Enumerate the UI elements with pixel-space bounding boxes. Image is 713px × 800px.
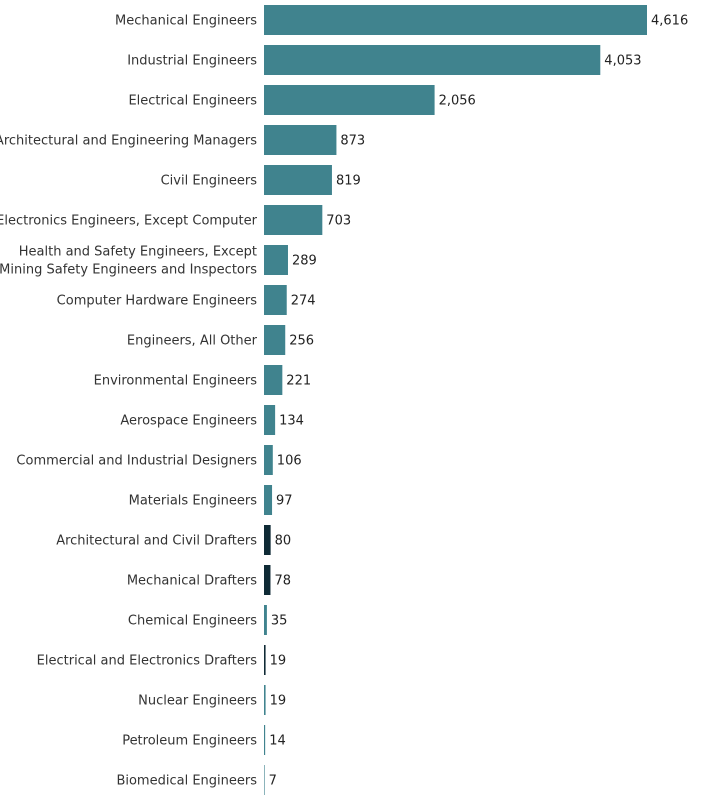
- category-label: Materials Engineers: [129, 494, 258, 509]
- value-labels: 4,616 4,053 2,056 873 819 703 289 274 256 221 134 1…: [269, 14, 689, 789]
- bar-1: [264, 45, 601, 75]
- value-label: 134: [279, 414, 304, 429]
- bar-16: [264, 645, 266, 675]
- bar-10: [264, 405, 276, 435]
- category-label: Mechanical Drafters: [127, 574, 257, 589]
- bar-19: [264, 765, 265, 795]
- value-label: 703: [326, 214, 351, 229]
- value-label: 256: [289, 334, 314, 349]
- category-label: Aerospace Engineers: [120, 414, 257, 429]
- bar-11: [264, 445, 273, 475]
- bar-8: [264, 325, 286, 355]
- value-label: 873: [340, 134, 365, 149]
- bar-12: [264, 485, 273, 515]
- value-label: 221: [286, 374, 311, 389]
- value-label: 14: [269, 734, 286, 749]
- value-label: 19: [270, 654, 287, 669]
- value-label: 97: [276, 494, 293, 509]
- category-label: Nuclear Engineers: [138, 694, 257, 709]
- bar-13: [264, 525, 271, 555]
- bar-0: [264, 5, 647, 35]
- bar-14: [264, 565, 271, 595]
- value-label: 4,616: [651, 14, 688, 29]
- value-label: 35: [271, 614, 288, 629]
- bar-5: [264, 205, 323, 235]
- category-label: Biomedical Engineers: [116, 774, 257, 789]
- category-label: Architectural and Engineering Managers: [0, 134, 257, 149]
- bar-18: [264, 725, 266, 755]
- category-label: Electrical Engineers: [128, 94, 257, 109]
- bars-group: [264, 5, 647, 795]
- value-label: 4,053: [604, 54, 641, 69]
- category-label: Chemical Engineers: [128, 614, 257, 629]
- bar-15: [264, 605, 267, 635]
- bar-17: [264, 685, 266, 715]
- bar-6: [264, 245, 288, 275]
- value-label: 7: [269, 774, 277, 789]
- bar-9: [264, 365, 283, 395]
- bar-4: [264, 165, 332, 195]
- category-label: Electrical and Electronics Drafters: [37, 654, 258, 669]
- value-label: 19: [270, 694, 287, 709]
- category-labels: Mechanical Engineers Industrial Engineers…: [0, 14, 258, 789]
- value-label: 78: [275, 574, 292, 589]
- bar-3: [264, 125, 337, 155]
- category-label: Mechanical Engineers: [115, 14, 257, 29]
- category-label: Electronics Engineers, Except Computer: [0, 214, 258, 229]
- category-label: Industrial Engineers: [127, 54, 257, 69]
- value-label: 2,056: [439, 94, 476, 109]
- category-label: Commercial and Industrial Designers: [16, 454, 257, 469]
- value-label: 289: [292, 254, 317, 269]
- category-label: Computer Hardware Engineers: [57, 294, 258, 309]
- bar-2: [264, 85, 435, 115]
- value-label: 80: [275, 534, 292, 549]
- value-label: 819: [336, 174, 361, 189]
- category-label: Engineers, All Other: [127, 334, 258, 349]
- category-label: Petroleum Engineers: [122, 734, 257, 749]
- category-label: Environmental Engineers: [94, 374, 258, 389]
- category-label: Civil Engineers: [161, 174, 258, 189]
- category-label: Architectural and Civil Drafters: [56, 534, 257, 549]
- value-label: 274: [291, 294, 316, 309]
- value-label: 106: [277, 454, 302, 469]
- bar-7: [264, 285, 287, 315]
- category-label: Health and Safety Engineers, Except Minin…: [0, 245, 257, 278]
